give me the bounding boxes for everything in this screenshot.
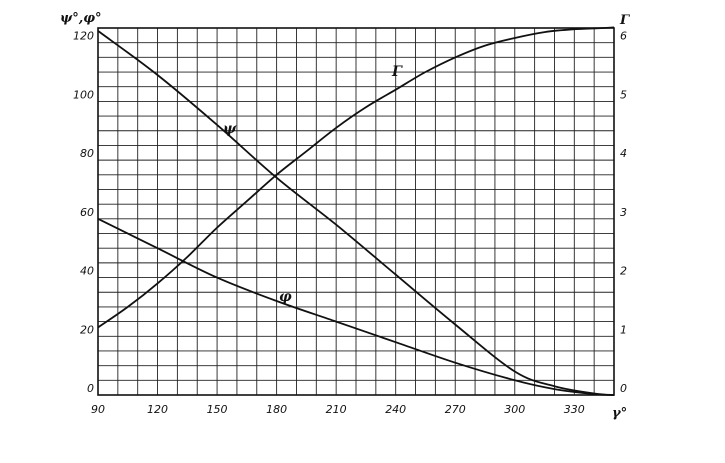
x-axis-ticks: 90 120 150 180 210 240 270 300 330 xyxy=(91,403,585,416)
y-right-tick-label: 3 xyxy=(620,206,627,219)
series-line-gamma xyxy=(97,26,615,329)
x-tick-label: 210 xyxy=(326,403,347,416)
series-label-psi: ψ xyxy=(223,121,237,137)
y-left-tick-label: 0 xyxy=(87,382,94,395)
x-tick-label: 150 xyxy=(207,403,228,416)
x-tick-label: 330 xyxy=(564,403,585,416)
y-right-tick-label: 5 xyxy=(620,88,627,101)
y-left-tick-label: 20 xyxy=(80,323,94,336)
x-tick-label: 120 xyxy=(147,403,168,416)
x-tick-label: 90 xyxy=(91,403,105,416)
series-label-phi: φ xyxy=(279,289,292,305)
y-right-tick-label: 6 xyxy=(620,30,627,43)
x-tick-label: 270 xyxy=(445,403,466,416)
grid xyxy=(98,28,614,395)
series-line-phi xyxy=(97,217,615,396)
y-right-axis-ticks: 0 1 2 3 4 5 6 xyxy=(620,30,627,395)
y-left-tick-label: 60 xyxy=(80,206,94,219)
y-right-tick-label: 2 xyxy=(620,265,627,278)
series-label-gamma: Γ xyxy=(391,64,403,80)
y-left-axis-ticks: 0 20 40 60 80 100 120 xyxy=(73,30,94,395)
y-left-tick-label: 40 xyxy=(80,265,94,278)
plot-border xyxy=(97,27,615,396)
x-tick-label: 300 xyxy=(504,403,525,416)
y-left-tick-label: 120 xyxy=(73,30,94,43)
x-tick-label: 180 xyxy=(266,403,287,416)
y-right-tick-label: 1 xyxy=(620,323,627,336)
x-axis-title: γ° xyxy=(612,406,627,421)
y-left-axis-title: ψ°,φ° xyxy=(60,11,102,26)
y-right-axis-title: Γ xyxy=(619,13,630,28)
y-right-tick-label: 0 xyxy=(620,382,627,395)
y-left-tick-label: 80 xyxy=(80,147,94,160)
series xyxy=(97,26,615,396)
y-left-tick-label: 100 xyxy=(73,88,94,101)
y-right-tick-label: 4 xyxy=(620,147,627,160)
series-line-psi xyxy=(97,30,615,396)
series-labels: Γ ψ φ xyxy=(223,64,403,305)
x-tick-label: 240 xyxy=(385,403,406,416)
